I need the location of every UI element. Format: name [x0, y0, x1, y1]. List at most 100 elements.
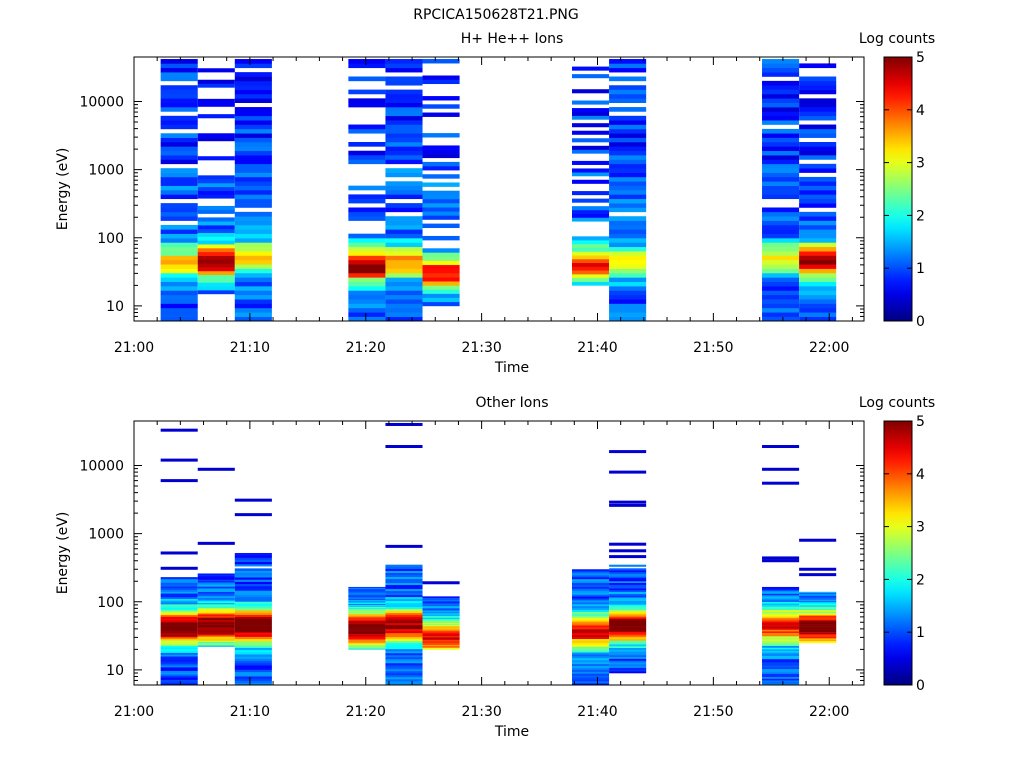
spectrogram-cell	[348, 625, 386, 627]
spectrogram-cell	[348, 294, 386, 300]
spectrogram-cell	[762, 676, 800, 679]
spectrogram-cell	[197, 613, 235, 616]
spectrogram-cell	[422, 640, 460, 642]
spectrogram-cell	[799, 246, 837, 252]
spectrogram-cell	[572, 659, 610, 663]
spectrogram-cell	[348, 642, 386, 644]
spectrogram-cell	[197, 225, 235, 230]
isolated-count-line	[385, 422, 423, 426]
spectrogram-cell	[348, 150, 386, 156]
spectrogram-cell	[572, 675, 610, 678]
spectrogram-cell	[609, 238, 647, 243]
spectrogram-cell	[572, 671, 610, 674]
spectrogram-cell	[422, 609, 460, 611]
spectrogram-cell	[609, 216, 647, 221]
spectrogram-cell	[572, 236, 610, 241]
spectrogram-cell	[799, 631, 837, 633]
spectrogram-cell	[234, 658, 272, 662]
spectrogram-cell	[197, 255, 235, 260]
spectrogram-cell	[762, 272, 800, 278]
x-axis-label: Time	[494, 360, 529, 376]
spectrogram-cell	[234, 603, 272, 607]
spectrogram-cell	[234, 605, 272, 609]
spectrogram-cell	[799, 622, 837, 624]
spectrogram-cell	[197, 83, 235, 88]
spectrogram-cell	[422, 618, 460, 620]
spectrogram-cell	[197, 607, 235, 610]
isolated-count-line	[160, 566, 198, 570]
spectrogram-cell	[385, 598, 423, 602]
spectrogram-cell	[572, 277, 610, 282]
colorbar-tick-label: 0	[916, 678, 925, 694]
spectrogram-cell	[348, 601, 386, 603]
spectrogram-cell	[799, 259, 837, 265]
spectrogram-cell	[572, 592, 610, 595]
spectrogram-cell	[609, 251, 647, 256]
spectrogram-cell	[385, 586, 423, 590]
spectrogram-cell	[609, 597, 647, 600]
spectrogram-cell	[234, 585, 272, 589]
spectrogram-cell	[234, 647, 272, 651]
spectrogram-cell	[762, 133, 800, 138]
spectrogram-cell	[197, 190, 235, 195]
spectrogram-cell	[609, 264, 647, 269]
spectrogram-cell	[197, 602, 235, 605]
spectrogram-cell	[572, 198, 610, 203]
spectrogram-cell	[799, 211, 837, 217]
spectrogram-cell	[762, 307, 800, 313]
spectrogram-cell	[234, 601, 272, 604]
spectrogram-cell	[234, 168, 272, 173]
spectrogram-cell	[762, 657, 800, 660]
spectrogram-cell	[197, 182, 235, 188]
spectrogram-cell	[609, 316, 647, 322]
spectrogram-cell	[572, 179, 610, 184]
spectrogram-cell	[799, 194, 837, 200]
spectrogram-cell	[799, 596, 837, 598]
spectrogram-cell	[385, 592, 423, 596]
spectrogram-cell	[197, 577, 235, 579]
spectrogram-cell	[385, 107, 423, 112]
spectrogram-cell	[385, 155, 423, 160]
spectrogram-cell	[609, 609, 647, 612]
spectrogram-cell	[609, 600, 647, 603]
spectrogram-cell	[609, 133, 647, 138]
spectrogram-cell	[799, 107, 837, 112]
spectrogram-cell	[572, 598, 610, 601]
spectrogram-cell	[197, 628, 235, 630]
spectrogram-cell	[609, 564, 647, 567]
spectrogram-cell	[422, 627, 460, 629]
spectrogram-cell	[762, 621, 800, 624]
colorbar: 0 1 2 3 4 5 Log counts	[859, 31, 935, 330]
spectrogram-cell	[234, 233, 272, 239]
spectrogram-cell	[422, 215, 460, 220]
spectrogram-cell	[234, 660, 272, 664]
spectrogram-cell	[609, 89, 647, 95]
spectrogram-cell	[799, 599, 837, 601]
spectrogram-cell	[572, 281, 610, 286]
spectrogram-cell	[422, 268, 460, 274]
spectrogram-cell	[197, 179, 235, 184]
spectrogram-cell	[385, 207, 423, 213]
spectrogram-cell	[348, 626, 386, 628]
spectrogram-cell	[160, 137, 198, 143]
spectrogram-cell	[348, 596, 386, 598]
spectrogram-cell	[160, 238, 198, 243]
spectrogram-cell	[197, 573, 235, 576]
spectrogram-cell	[762, 286, 800, 291]
spectrogram-cell	[160, 632, 198, 635]
spectrogram-cell	[422, 631, 460, 633]
spectrogram-cell	[234, 312, 272, 317]
spectrogram-cell	[348, 155, 386, 160]
spectrogram-cell	[160, 76, 198, 82]
spectrogram-cell	[422, 79, 460, 85]
spectrogram-cell	[385, 616, 423, 620]
spectrogram-cell	[385, 662, 423, 666]
spectrogram-cell	[385, 102, 423, 108]
spectrogram-cell	[160, 623, 198, 626]
spectrogram-cell	[609, 647, 647, 650]
spectrogram-cell	[609, 653, 647, 656]
spectrogram-cell	[609, 671, 647, 674]
spectrogram-cell	[609, 59, 647, 64]
spectrogram-cell	[385, 582, 423, 586]
spectrogram-cell	[762, 120, 800, 125]
